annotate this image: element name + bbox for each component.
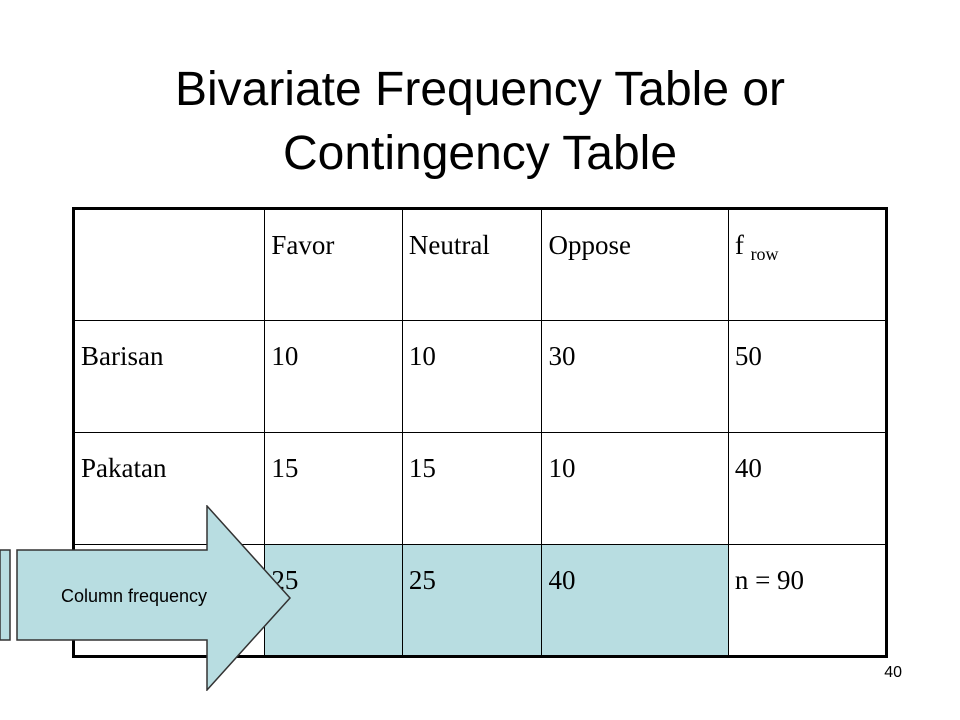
header-neutral: Neutral — [401, 208, 543, 321]
cell-row-total: 50 — [727, 320, 888, 433]
title-line-1: Bivariate Frequency Table or — [174, 63, 786, 116]
title-line-2: Contingency Table — [282, 127, 678, 180]
callout-arrow-body — [16, 505, 292, 691]
total-oppose: 40 — [541, 544, 729, 657]
header-corner-cell — [72, 208, 266, 321]
row-label: Pakatan — [72, 432, 266, 545]
contingency-table: Favor Neutral Oppose f row Barisan 10 10… — [72, 207, 888, 658]
total-neutral: 25 — [401, 544, 543, 657]
grand-total: n = 90 — [727, 544, 888, 657]
cell-favor: 10 — [264, 320, 403, 433]
cell-oppose: 10 — [541, 432, 729, 545]
header-f-row: f row — [727, 208, 888, 321]
row-label: Barisan — [72, 320, 266, 433]
cell-favor: 15 — [264, 432, 403, 545]
table-row: Pakatan 15 15 10 40 — [72, 432, 888, 545]
f-row-main: f — [734, 230, 744, 260]
header-oppose: Oppose — [541, 208, 729, 321]
table-header-row: Favor Neutral Oppose f row — [72, 208, 888, 321]
callout-label: Column frequency — [60, 586, 208, 606]
slide-title: Bivariate Frequency Table or Contingency… — [0, 58, 960, 186]
page-number: 40 — [884, 664, 902, 681]
header-favor: Favor — [264, 208, 403, 321]
callout-arrow-tail — [0, 549, 11, 641]
f-row-subscript: row — [750, 244, 779, 264]
cell-neutral: 10 — [401, 320, 543, 433]
callout-arrow-shape — [0, 505, 292, 691]
cell-neutral: 15 — [401, 432, 543, 545]
table-row: Barisan 10 10 30 50 — [72, 320, 888, 433]
cell-oppose: 30 — [541, 320, 729, 433]
cell-row-total: 40 — [727, 432, 888, 545]
